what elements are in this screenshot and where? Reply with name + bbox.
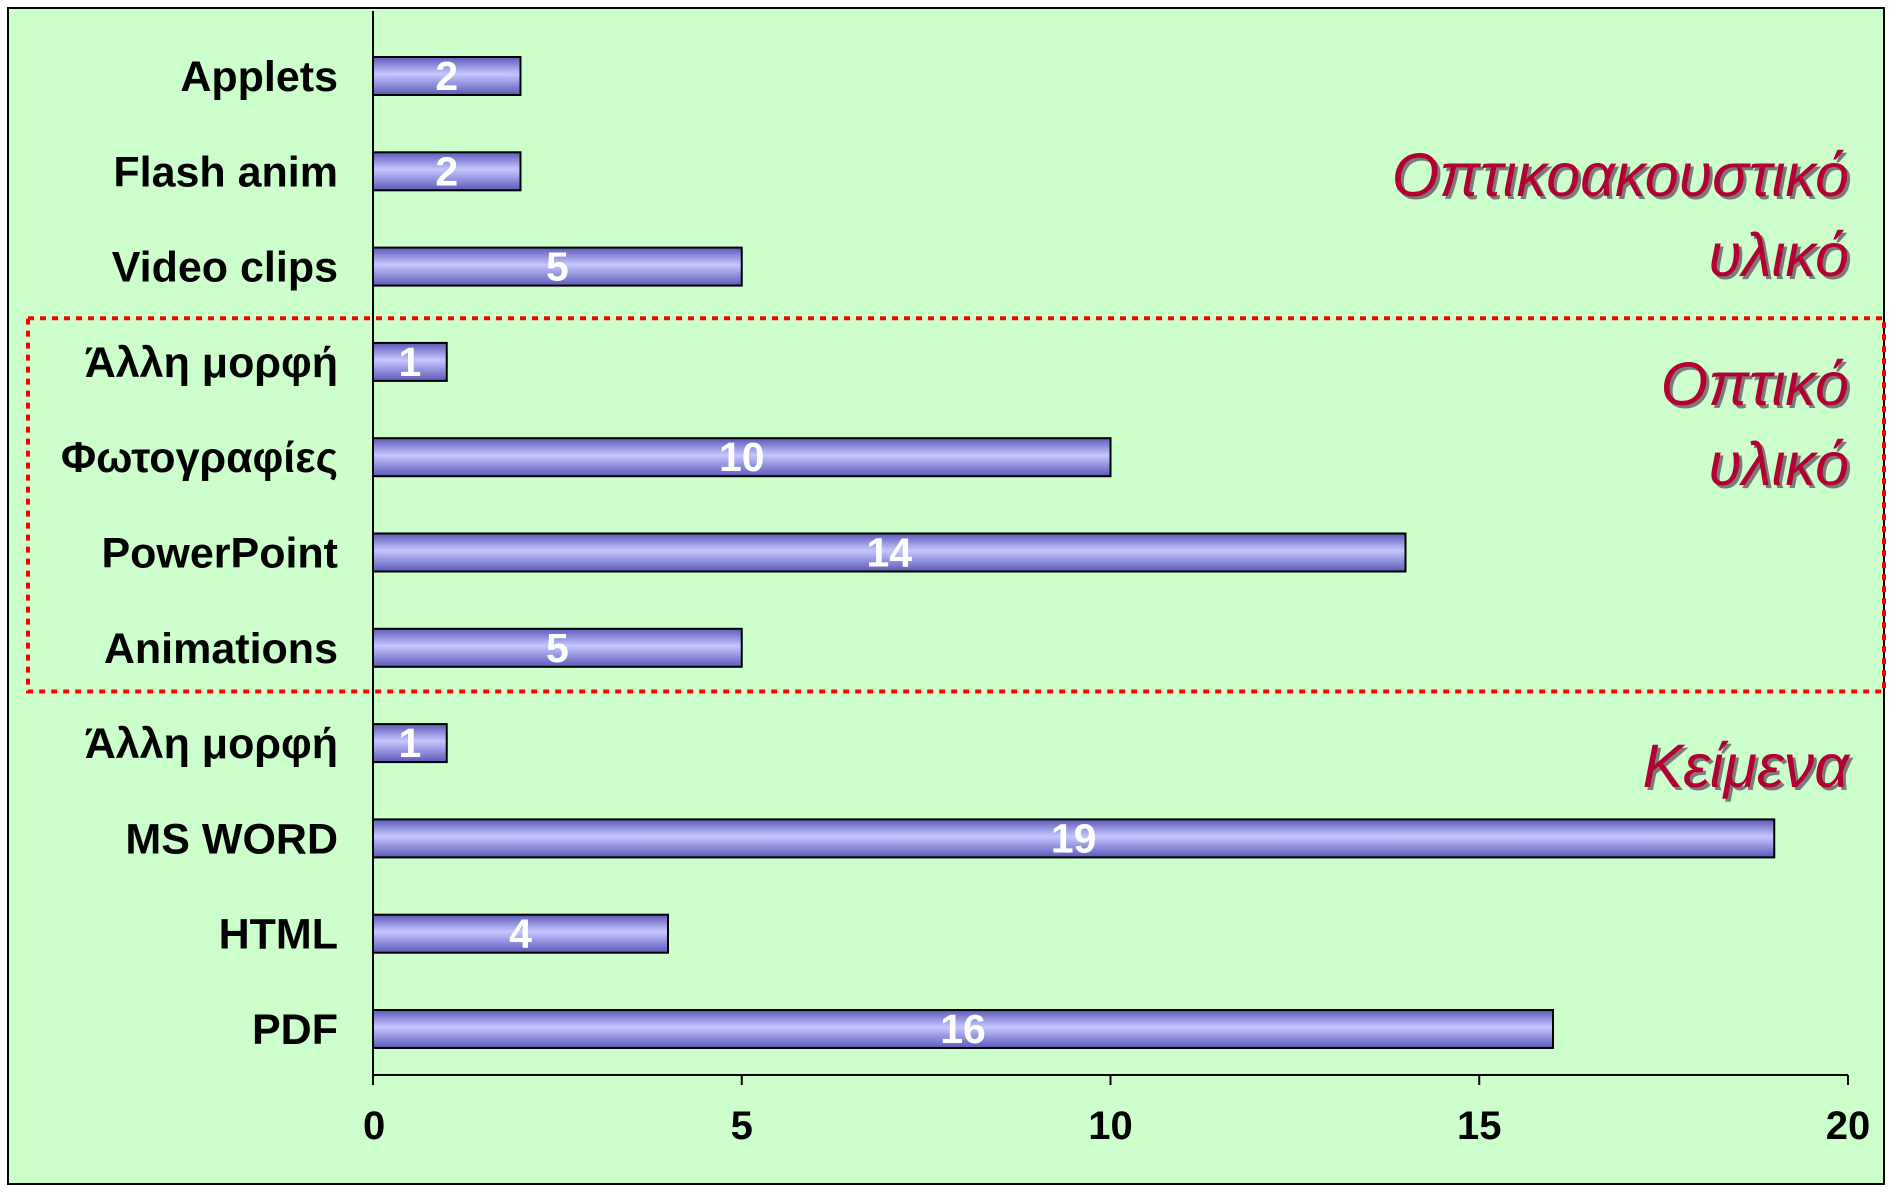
bar-6: [372, 532, 1407, 573]
group-label-1-line-2: υλικό: [1708, 221, 1849, 289]
bar-9: [372, 818, 1776, 859]
group-label-shadow: υλικό: [1711, 433, 1852, 501]
category-label-7: Animations: [104, 625, 338, 673]
category-label-8: Άλλη μορφή: [85, 720, 338, 768]
category-label-10: HTML: [219, 911, 338, 959]
category-label-11: PDF: [252, 1006, 338, 1054]
data-label-5: 10: [719, 434, 765, 480]
bar-10: [372, 913, 669, 954]
bar-1: [372, 56, 522, 96]
x-tick-label-2: 5: [731, 1104, 753, 1148]
x-tick-label-1: 0: [363, 1104, 385, 1148]
chart-background: [7, 7, 1885, 1185]
highlight-box: [26, 316, 1886, 694]
data-label-4: 1: [398, 339, 421, 385]
x-tick-label-5: 20: [1826, 1104, 1871, 1148]
x-tick-label-3: 10: [1088, 1104, 1133, 1148]
group-label-2-line-1: Οπτικό: [1661, 350, 1849, 418]
category-label-3: Video clips: [112, 244, 338, 292]
data-label-6: 14: [866, 530, 912, 576]
bar-3: [372, 246, 743, 287]
group-label-shadow: Οπτικό: [1664, 353, 1852, 421]
data-label-7: 5: [546, 625, 569, 671]
category-label-6: PowerPoint: [101, 530, 338, 578]
bar-4: [372, 341, 448, 382]
data-label-11: 16: [940, 1006, 986, 1052]
group-label-shadow: υλικό: [1711, 224, 1852, 292]
category-label-2: Flash anim: [113, 148, 338, 196]
group-label-shadow: Κείμενα: [1645, 735, 1854, 803]
data-label-9: 19: [1051, 815, 1097, 861]
x-tick-label-4: 15: [1457, 1104, 1502, 1148]
data-label-8: 1: [398, 720, 421, 766]
category-label-5: Φωτογραφίες: [61, 434, 338, 482]
data-label-2: 2: [435, 148, 458, 194]
category-label-9: MS WORD: [125, 815, 338, 863]
group-label-shadow: Οπτικοακουστικό: [1395, 144, 1852, 212]
group-label-1-line-1: Οπτικοακουστικό: [1392, 141, 1849, 209]
bar-2: [372, 151, 522, 192]
data-label-10: 4: [509, 911, 532, 957]
data-label-1: 2: [435, 53, 458, 99]
data-label-3: 5: [546, 244, 569, 290]
category-label-4: Άλλη μορφή: [85, 339, 338, 387]
group-label-2-line-2: υλικό: [1708, 430, 1849, 498]
bar-11: [372, 1009, 1554, 1049]
category-label-1: Applets: [180, 53, 338, 101]
group-label-3-line-1: Κείμενα: [1642, 732, 1851, 800]
